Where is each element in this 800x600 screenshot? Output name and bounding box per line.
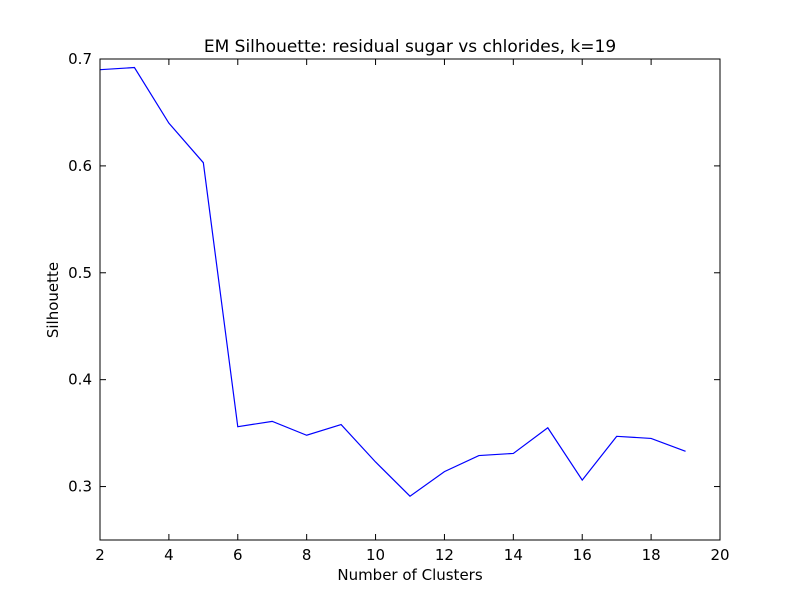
y-tick-label: 0.6 [68, 157, 92, 175]
x-tick-label: 18 [642, 546, 661, 564]
x-tick-label: 6 [233, 546, 243, 564]
x-tick-label: 4 [164, 546, 174, 564]
x-axis-label: Number of Clusters [337, 566, 482, 584]
x-tick-label: 16 [573, 546, 592, 564]
y-tick-label: 0.7 [68, 50, 92, 68]
x-tick-label: 12 [435, 546, 454, 564]
y-axis-label: Silhouette [44, 262, 62, 338]
chart-title: EM Silhouette: residual sugar vs chlorid… [204, 37, 616, 57]
series-line [99, 66, 686, 497]
y-tick-label: 0.5 [68, 264, 92, 282]
x-tick-label: 8 [302, 546, 312, 564]
plot-frame [99, 58, 721, 541]
y-tick-label: 0.4 [68, 371, 92, 389]
x-tick-label: 2 [95, 546, 105, 564]
x-tick-label: 20 [710, 546, 729, 564]
x-tick-label: 14 [504, 546, 523, 564]
x-tick-label: 10 [366, 546, 385, 564]
y-tick-label: 0.3 [68, 478, 92, 496]
